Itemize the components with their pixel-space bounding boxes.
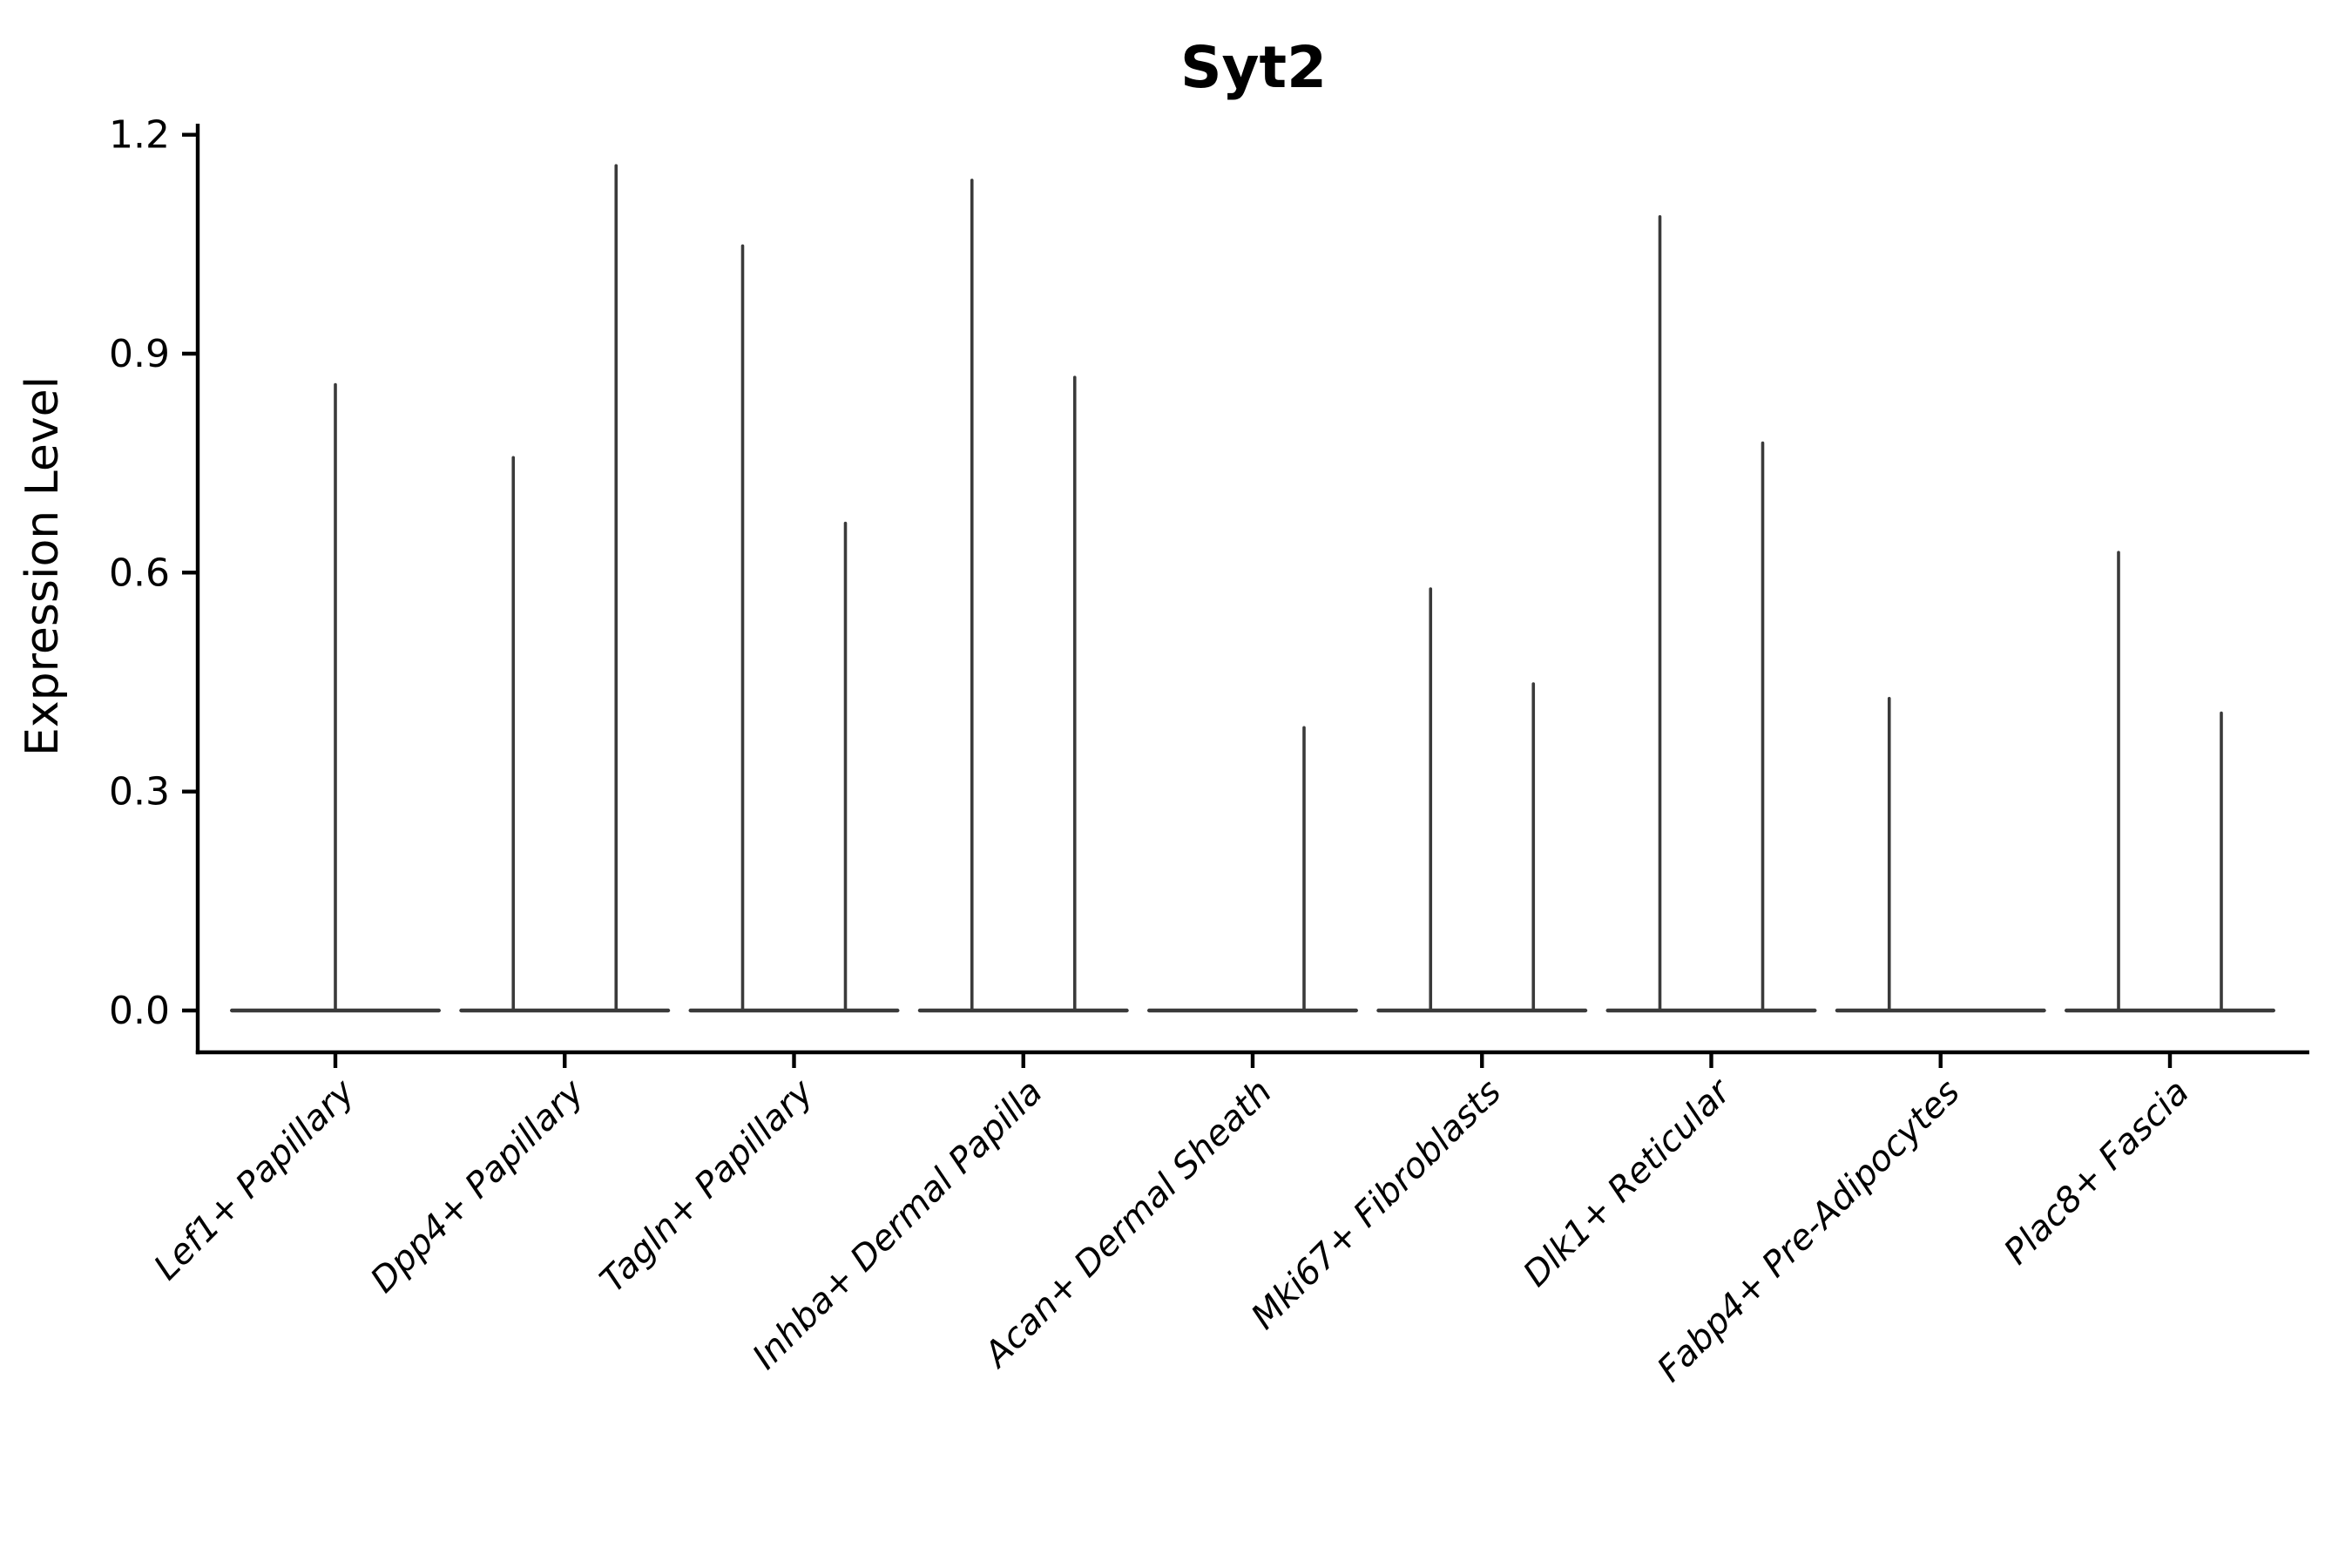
violin-base [1605, 1008, 1817, 1013]
x-tick-label: Mki67+ Fibroblasts [1244, 1072, 1510, 1338]
x-tick-label: Dpp4+ Papillary [363, 1071, 592, 1301]
y-axis-label: Expression Level [17, 376, 69, 756]
violin-base [688, 1008, 900, 1013]
y-tick-label: 0.6 [109, 551, 170, 595]
violin-base [1835, 1008, 2046, 1013]
violin-base [2065, 1008, 2275, 1013]
y-tick-label: 0.0 [109, 989, 170, 1033]
x-tick-label: Plac8+ Fascia [1997, 1072, 2197, 1273]
violin-base [459, 1008, 671, 1013]
violin-base [1147, 1008, 1358, 1013]
chart-title: Syt2 [1180, 34, 1327, 101]
x-tick-label: Lef1+ Papillary [146, 1071, 363, 1288]
y-tick-label: 1.2 [109, 113, 170, 158]
y-tick-label: 0.3 [109, 770, 170, 814]
x-tick-label: Dlk1+ Reticular [1516, 1071, 1740, 1294]
y-tick-label: 0.9 [109, 332, 170, 376]
x-tick-label: Tagln+ Papillary [592, 1071, 821, 1301]
violin-base [917, 1008, 1129, 1013]
violin-base [1376, 1008, 1588, 1013]
